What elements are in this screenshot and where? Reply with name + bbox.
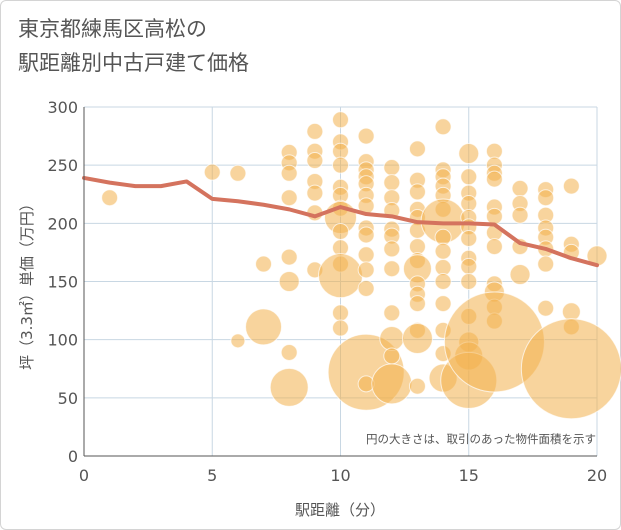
data-bubble (357, 261, 375, 279)
data-bubble (318, 253, 363, 299)
data-bubble (383, 174, 401, 192)
data-bubble (520, 318, 621, 420)
data-bubble (332, 111, 349, 129)
y-tick-label: 250 (47, 156, 78, 175)
x-tick-label: 5 (207, 466, 217, 485)
y-tick-label: 50 (58, 389, 78, 408)
x-tick-label: 0 (79, 466, 89, 485)
data-bubble (280, 248, 298, 266)
data-bubble (383, 240, 401, 258)
data-bubble (280, 343, 298, 361)
data-bubble (383, 158, 401, 176)
data-bubble (357, 279, 375, 297)
data-bubble (485, 207, 503, 225)
data-bubble (485, 238, 503, 256)
data-bubble (357, 246, 375, 264)
data-bubble (306, 184, 324, 202)
y-tick-label: 300 (47, 98, 78, 117)
data-bubble (408, 295, 426, 313)
data-bubble (332, 222, 349, 240)
data-bubble (460, 168, 478, 186)
data-bubble (280, 189, 298, 207)
chart-title: 東京都練馬区高松の 駅距離別中古戸建て価格 (18, 12, 458, 80)
x-axis-label: 駅距離（分） (295, 501, 385, 519)
data-bubble (408, 377, 426, 395)
data-bubble (371, 363, 413, 405)
data-bubble (306, 152, 324, 170)
data-bubble (408, 183, 426, 201)
data-bubble (230, 333, 246, 349)
data-bubble (537, 189, 555, 207)
data-bubble (280, 164, 298, 182)
data-bubble (278, 271, 300, 292)
data-bubble (408, 140, 426, 158)
data-bubble (269, 367, 309, 407)
data-bubble (332, 156, 349, 174)
bubble-series (101, 111, 621, 420)
data-bubble (383, 260, 401, 278)
data-bubble (509, 264, 531, 286)
data-bubble (562, 177, 580, 195)
y-tick-label: 150 (47, 273, 78, 292)
data-bubble (434, 295, 452, 313)
data-bubble (511, 206, 529, 224)
data-bubble (434, 242, 452, 260)
data-bubble (101, 189, 119, 207)
data-bubble (537, 255, 555, 273)
data-bubble (401, 323, 433, 355)
y-tick-label: 200 (47, 214, 78, 233)
data-bubble (332, 304, 349, 322)
size-annotation: 円の大きさは、取引のあった物件面積を示す (366, 432, 596, 446)
data-bubble (357, 226, 375, 244)
chart-title-line-1: 東京都練馬区高松の (18, 17, 207, 41)
data-bubble (332, 319, 349, 337)
data-bubble (458, 143, 480, 165)
x-tick-label: 20 (587, 466, 607, 485)
data-bubble (537, 299, 555, 317)
y-tick-label: 0 (68, 447, 78, 466)
y-axis-label: 坪（3.3㎡）単価（万円） (18, 196, 36, 370)
data-bubble (203, 163, 221, 181)
data-bubble (383, 347, 401, 365)
chart-title-line-2: 駅距離別中古戸建て価格 (18, 51, 249, 75)
data-bubble (229, 164, 247, 182)
data-bubble (383, 304, 401, 322)
data-bubble (357, 127, 375, 145)
y-tick-label: 100 (47, 331, 78, 350)
data-bubble (460, 257, 478, 275)
x-tick-label: 10 (330, 466, 350, 485)
data-bubble (434, 273, 452, 290)
data-bubble (485, 170, 503, 188)
trend-series (82, 175, 599, 268)
data-bubble (245, 308, 283, 346)
data-bubble (255, 255, 273, 273)
data-bubble (561, 302, 581, 322)
data-bubble (434, 118, 452, 136)
trend-line (82, 175, 599, 268)
data-bubble (306, 122, 324, 140)
data-bubble (460, 229, 478, 247)
data-bubble (379, 326, 405, 352)
data-bubble (460, 273, 478, 290)
x-tick-label: 15 (459, 466, 479, 485)
data-bubble (511, 179, 529, 197)
